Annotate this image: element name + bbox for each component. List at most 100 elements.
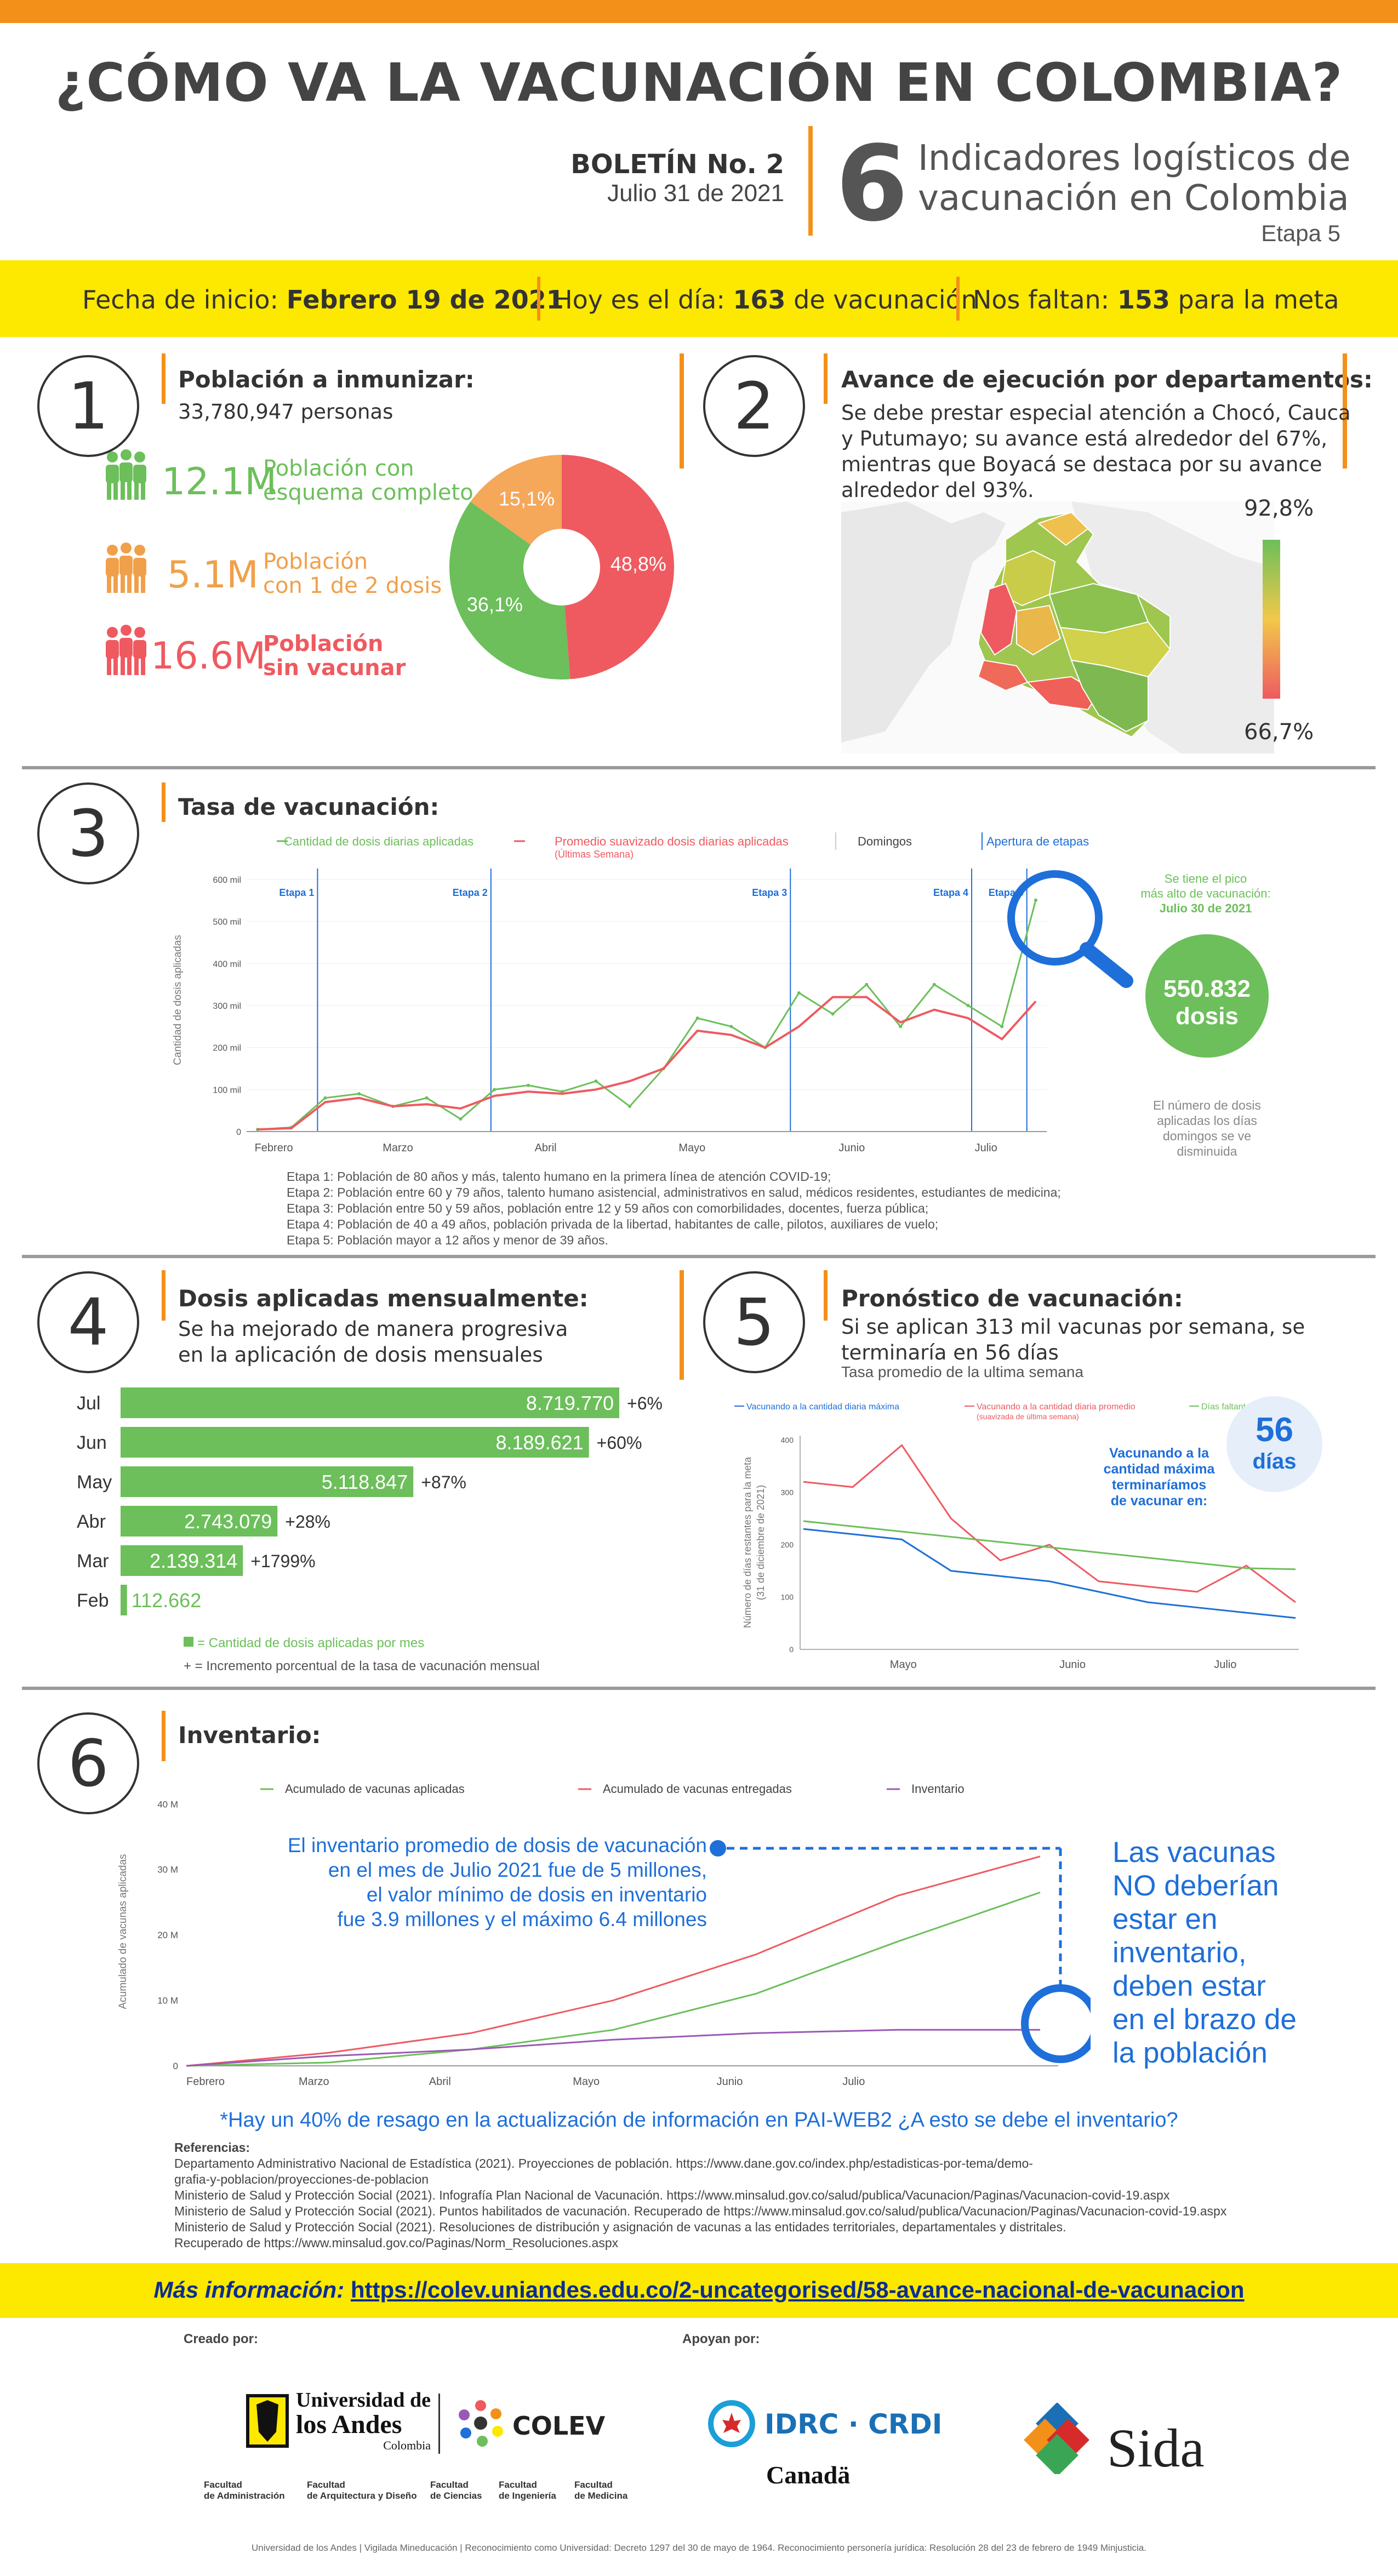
population-complete-value: 12.1M — [162, 460, 277, 504]
inventory-series — [186, 1892, 1041, 2067]
more-info-link[interactable]: https://colev.uniandes.edu.co/2-uncatego… — [350, 2277, 1245, 2303]
population-unvaccinated-label: Población sin vacunar — [263, 631, 406, 681]
y-axis-label: (31 de diciembre de 2021) — [755, 1485, 766, 1600]
faculty-2: Facultad de Arquitectura y Diseño — [307, 2480, 417, 2501]
x-tick-label: Marzo — [299, 2076, 329, 2088]
x-tick-label: Julio — [975, 1142, 997, 1154]
section-separator — [22, 766, 1376, 769]
x-tick-label: Abril — [429, 2076, 451, 2088]
legend-max: Vacunando a la cantidad diaria máxima — [746, 1402, 899, 1412]
forecast-series — [803, 1528, 1296, 1619]
data-point — [594, 1079, 598, 1083]
data-point — [831, 1012, 835, 1016]
stage-label: Etapa 1 — [279, 887, 314, 898]
legend-stages: Apertura de etapas — [986, 835, 1089, 848]
bar-category-label: Abr — [77, 1511, 106, 1532]
more-info: Más información: https://colev.uniandes.… — [153, 2277, 1245, 2303]
header-divider — [808, 126, 813, 236]
section-accent — [162, 782, 166, 822]
legend-entry: Acumulado de vacunas entregadas — [603, 1782, 792, 1796]
data-point — [1034, 898, 1037, 902]
y-axis-label: Número de días restantes para la meta — [742, 1457, 753, 1628]
x-tick-label: Julio — [842, 2076, 865, 2088]
data-point — [357, 1092, 361, 1095]
y-tick-label: 200 mil — [213, 1044, 241, 1053]
faculty-5: Facultad de Medicina — [574, 2480, 628, 2501]
stage-notes: Etapa 1: Población de 80 años y más, tal… — [287, 1169, 1061, 1247]
data-point — [1000, 1025, 1004, 1029]
section-accent — [824, 1270, 828, 1321]
x-tick-label: Julio — [1214, 1659, 1236, 1671]
bar-category-label: Jun — [77, 1432, 107, 1453]
faculty-4: Facultad de Ingeniería — [499, 2480, 556, 2501]
summary-divider — [956, 277, 960, 321]
forecast-note: Si se aplican 313 mil vacunas por semana… — [841, 1315, 1305, 1364]
bar-increment-label: +87% — [421, 1472, 466, 1492]
colev-logo-icon — [459, 2400, 503, 2447]
bar — [121, 1545, 243, 1576]
bar-value-label: 8.189.621 — [496, 1431, 584, 1454]
x-tick-label: Febrero — [255, 1142, 293, 1154]
sunday-note: El número de dosis aplicadas los días domi… — [1153, 1098, 1261, 1158]
y-axis-label: Cantidad de dosis aplicadas — [172, 935, 184, 1065]
top-accent-bar — [0, 0, 1398, 23]
x-tick-label: Mayo — [890, 1659, 917, 1671]
more-info-bar — [0, 2263, 1398, 2318]
section-divider — [680, 1270, 684, 1380]
current-day: Hoy es el día: 163 de vacunación — [554, 285, 977, 315]
population-unvaccinated-value: 16.6M — [151, 635, 266, 678]
x-tick-label: Febrero — [186, 2076, 225, 2088]
map-color-legend — [1263, 540, 1280, 699]
bar-increment-label: +28% — [285, 1512, 330, 1532]
days-badge — [1226, 1396, 1322, 1492]
subtitle-line2: vacunación en Colombia — [918, 178, 1349, 219]
y-axis-label: Acumulado de vacunas aplicadas — [117, 1854, 129, 2009]
population-donut-chart: 48,8% 36,1% 15,1% — [449, 455, 675, 679]
section-accent — [162, 1711, 166, 1761]
bar-increment-label: +60% — [597, 1433, 642, 1453]
sida-logo-text: Sida — [1107, 2418, 1205, 2478]
sida-logo-icon — [1024, 2403, 1089, 2474]
data-point — [425, 1096, 429, 1100]
page-title: ¿CÓMO VA LA VACUNACIÓN EN COLOMBIA? — [55, 52, 1343, 113]
forecast-series — [803, 1444, 1296, 1603]
section-title: Población a inmunizar: — [178, 366, 475, 393]
pie-slice-label: 48,8% — [610, 553, 666, 575]
section-title: Tasa de vacunación: — [178, 793, 440, 820]
idrc-logo-text: IDRC · CRDI — [764, 2408, 943, 2440]
y-tick-label: 300 mil — [213, 1002, 241, 1011]
inventory-chart: Acumulado de vacunas aplicadas Acumulado … — [117, 1782, 1058, 2088]
legend-entry: Inventario — [911, 1782, 965, 1796]
bar-value-label: 8.719.770 — [526, 1392, 614, 1414]
forecast-series — [803, 1520, 1296, 1570]
faculty-1: Facultad de Administración — [204, 2480, 285, 2501]
series-average — [257, 996, 1037, 1131]
x-tick-label: Mayo — [678, 1142, 705, 1154]
created-by-label: Creado por: — [184, 2332, 259, 2346]
data-point — [560, 1090, 564, 1094]
days-remaining: Nos faltan: 153 para la meta — [973, 285, 1339, 315]
forecast-callout: Vacunando a la cantidad máxima terminaríam… — [1103, 1446, 1215, 1509]
bar-legend-text: = Cantidad de dosis aplicadas por mes — [197, 1636, 425, 1650]
bar-value-label: 112.662 — [132, 1589, 201, 1612]
people-icon — [106, 625, 146, 675]
x-tick-label: Abril — [535, 1142, 557, 1154]
peak-value: 550.832 dosis — [1163, 975, 1251, 1030]
legend-sundays: Domingos — [858, 835, 912, 848]
y-tick-label: 600 mil — [213, 876, 241, 885]
section-accent — [824, 353, 828, 404]
bar-value-label: 5.118.847 — [322, 1471, 408, 1493]
x-tick-label: Junio — [838, 1142, 865, 1154]
summary-divider — [537, 277, 540, 321]
inventory-footnote: *Hay un 40% de resago en la actualizació… — [220, 2109, 1178, 2132]
peak-note: Se tiene el pico más alto de vacunación: J… — [1140, 872, 1271, 915]
bar-increment-label: +1799% — [250, 1551, 315, 1571]
bar-category-label: May — [77, 1472, 112, 1493]
days-value: 56 días — [1252, 1411, 1297, 1473]
bar-increment-label: +6% — [627, 1393, 663, 1413]
data-point — [899, 1025, 903, 1029]
start-date: Fecha de inicio: Febrero 19 de 2021 — [82, 285, 564, 315]
inventory-series — [186, 1855, 1041, 2067]
pie-slice — [562, 455, 675, 679]
inventory-note: El inventario promedio de dosis de vacun… — [287, 1834, 707, 1930]
